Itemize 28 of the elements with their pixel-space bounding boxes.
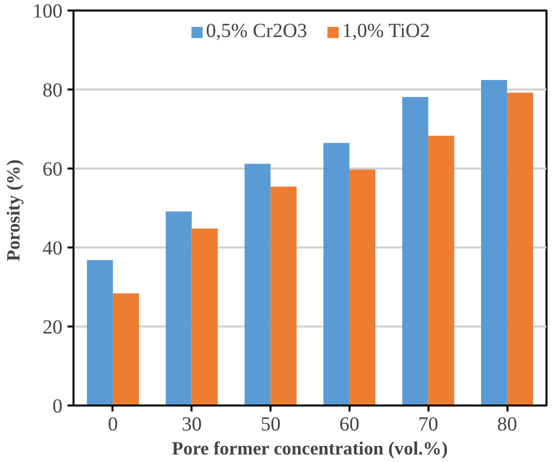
y-axis-title: Porosity (%) — [4, 159, 24, 262]
y-tick-label: 100 — [32, 0, 62, 22]
y-tick-label: 60 — [42, 158, 62, 180]
bar — [507, 92, 534, 406]
x-tick-label: 60 — [339, 414, 360, 436]
bar — [270, 186, 297, 406]
bar — [428, 136, 454, 406]
bar — [86, 260, 113, 406]
x-tick-label: 0 — [108, 414, 118, 436]
y-tick-label: 0 — [52, 396, 62, 418]
bar — [192, 228, 218, 406]
y-tick-label: 80 — [42, 80, 62, 102]
x-tick-label: 30 — [182, 414, 202, 436]
y-tick-label: 20 — [42, 316, 62, 338]
y-tick-label: 40 — [42, 238, 62, 260]
legend-label: 0,5% Cr2O3 — [206, 20, 308, 43]
bar — [244, 164, 271, 406]
x-tick-label: 50 — [260, 414, 281, 436]
x-tick-label: 70 — [418, 414, 438, 436]
bar — [323, 142, 350, 406]
x-axis-title: Pore former concentration (vol.%) — [172, 438, 448, 460]
bar — [166, 212, 192, 406]
bar — [112, 293, 139, 406]
legend-label: 1,0% TiO2 — [342, 20, 430, 43]
bar — [349, 170, 376, 406]
x-tick-label: 80 — [497, 414, 518, 436]
bar — [481, 80, 508, 406]
bar — [402, 97, 428, 406]
